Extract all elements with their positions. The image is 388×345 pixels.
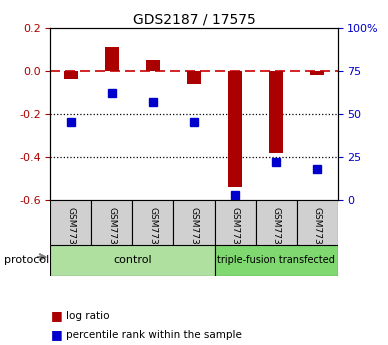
FancyBboxPatch shape <box>256 200 296 245</box>
Text: GSM77336: GSM77336 <box>149 207 158 256</box>
Text: GSM77337: GSM77337 <box>189 207 199 256</box>
FancyBboxPatch shape <box>173 200 215 245</box>
Text: GSM77339: GSM77339 <box>272 207 281 256</box>
Text: ■: ■ <box>50 328 62 341</box>
Bar <box>146 60 160 71</box>
Text: ■: ■ <box>50 309 62 322</box>
Title: GDS2187 / 17575: GDS2187 / 17575 <box>133 12 255 27</box>
FancyBboxPatch shape <box>215 245 338 276</box>
Text: GSM77340: GSM77340 <box>313 207 322 256</box>
Text: GSM77335: GSM77335 <box>107 207 116 256</box>
Text: percentile rank within the sample: percentile rank within the sample <box>66 330 242 339</box>
Text: control: control <box>113 256 152 265</box>
FancyBboxPatch shape <box>132 200 173 245</box>
Text: protocol: protocol <box>4 256 49 265</box>
Text: log ratio: log ratio <box>66 311 109 321</box>
Bar <box>187 71 201 84</box>
Bar <box>105 47 119 71</box>
FancyBboxPatch shape <box>92 200 132 245</box>
Bar <box>228 71 242 187</box>
FancyBboxPatch shape <box>296 200 338 245</box>
Bar <box>269 71 283 152</box>
Bar <box>310 71 324 75</box>
Text: GSM77334: GSM77334 <box>66 207 75 256</box>
Text: GSM77338: GSM77338 <box>230 207 239 256</box>
FancyBboxPatch shape <box>215 200 256 245</box>
Text: triple-fusion transfected: triple-fusion transfected <box>217 256 335 265</box>
FancyBboxPatch shape <box>50 245 215 276</box>
Bar <box>64 71 78 79</box>
FancyBboxPatch shape <box>50 200 92 245</box>
